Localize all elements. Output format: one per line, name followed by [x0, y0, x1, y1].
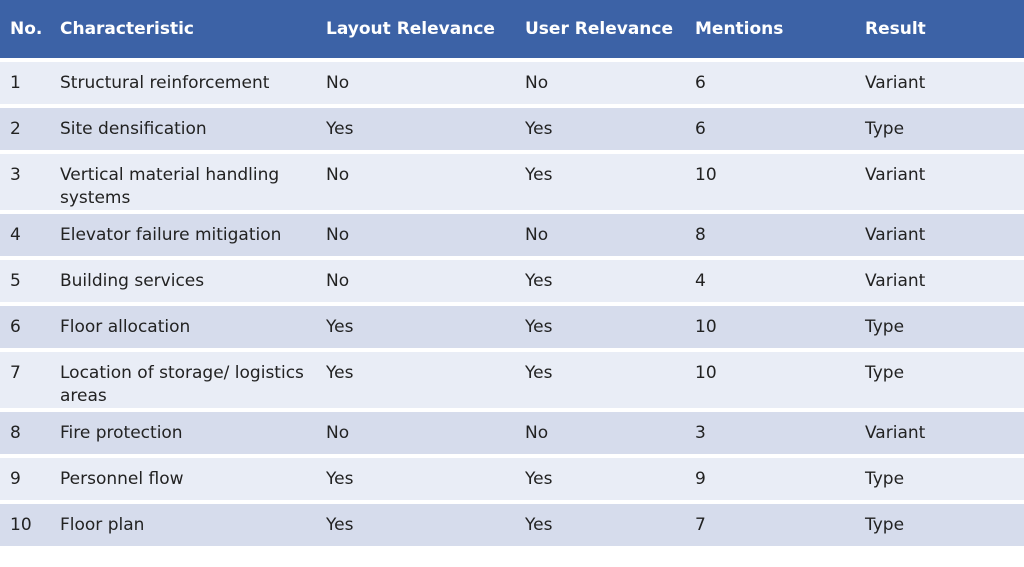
header-cell: Mentions — [695, 19, 784, 39]
table-row: 7 Location of storage/ logistics areas Yes… — [0, 352, 1024, 408]
table-cell: 10 — [10, 515, 32, 535]
table-row: 1 Structural reinforcement No No 6 Variant — [0, 62, 1024, 104]
table-cell: No — [326, 73, 350, 93]
table-cell: Location of storage/ logistics areas — [60, 363, 304, 406]
header-cell: Layout Relevance — [326, 19, 495, 39]
table-cell: Floor plan — [60, 515, 145, 535]
table-cell: 6 — [695, 119, 706, 139]
table-cell: Yes — [525, 363, 553, 383]
table-cell: 8 — [10, 423, 21, 443]
table-row: 9 Personnel flow Yes Yes 9 Type — [0, 458, 1024, 500]
table-cell: 2 — [10, 119, 21, 139]
table-cell: Yes — [326, 119, 354, 139]
table-cell: 4 — [10, 225, 21, 245]
table-cell: 9 — [10, 469, 21, 489]
table-cell: Variant — [865, 423, 926, 443]
header-cell: No. — [10, 19, 43, 39]
table-cell: Type — [865, 317, 905, 337]
table-row: 4 Elevator failure mitigation No No 8 Variant — [0, 214, 1024, 256]
header-cell: Characteristic — [60, 19, 194, 39]
table-cell: No — [326, 271, 350, 291]
table-cell: Variant — [865, 271, 926, 291]
table-row: 5 Building services No Yes 4 Variant — [0, 260, 1024, 302]
table-cell: Site densification — [60, 119, 207, 139]
table-row: 8 Fire protection No No 3 Variant — [0, 412, 1024, 454]
table-cell: No — [326, 165, 350, 185]
table-cell: Type — [865, 515, 905, 535]
header-cell: Result — [865, 19, 926, 39]
table-cell: Type — [865, 363, 905, 383]
table-cell: Yes — [525, 165, 553, 185]
table-cell: Yes — [525, 119, 553, 139]
table-cell: 3 — [695, 423, 706, 443]
table-cell: No — [525, 423, 549, 443]
table-cell: 6 — [10, 317, 21, 337]
table-cell: Variant — [865, 73, 926, 93]
table-cell: Elevator failure mitigation — [60, 225, 282, 245]
header-row: No. Characteristic Layout Relevance User Re… — [0, 0, 1024, 58]
table-cell: Yes — [525, 469, 553, 489]
table-cell: No — [326, 225, 350, 245]
table-cell: Type — [865, 469, 905, 489]
table-cell: 8 — [695, 225, 706, 245]
table-cell: Yes — [525, 271, 553, 291]
table-row: 3 Vertical material handling systems No Yes… — [0, 154, 1024, 210]
table-row: 10 Floor plan Yes Yes 7 Type — [0, 504, 1024, 546]
table-cell: 7 — [10, 363, 21, 383]
table-cell: Yes — [326, 515, 354, 535]
table-cell: 1 — [10, 73, 21, 93]
table-row: 6 Floor allocation Yes Yes 10 Type — [0, 306, 1024, 348]
table-cell: Vertical material handling systems — [60, 165, 280, 208]
table-cell: Yes — [326, 317, 354, 337]
table-cell: Type — [865, 119, 905, 139]
table-cell: Yes — [525, 317, 553, 337]
table-cell: No — [525, 225, 549, 245]
table-cell: Personnel flow — [60, 469, 184, 489]
table-cell: 10 — [695, 165, 717, 185]
table-cell: Floor allocation — [60, 317, 191, 337]
table-cell: Variant — [865, 165, 926, 185]
table-cell: 3 — [10, 165, 21, 185]
table-cell: Variant — [865, 225, 926, 245]
table-cell: 6 — [695, 73, 706, 93]
table-cell: Structural reinforcement — [60, 73, 270, 93]
table-cell: No — [326, 423, 350, 443]
table-cell: Yes — [326, 363, 354, 383]
table-cell: Fire protection — [60, 423, 183, 443]
table-cell: Building services — [60, 271, 205, 291]
table-cell: 4 — [695, 271, 706, 291]
table-cell: 7 — [695, 515, 706, 535]
table-cell: 5 — [10, 271, 21, 291]
table: No. Characteristic Layout Relevance User Re… — [0, 0, 1024, 546]
table-cell: No — [525, 73, 549, 93]
table-cell: 10 — [695, 363, 717, 383]
header-cell: User Relevance — [525, 19, 673, 39]
table-cell: Yes — [326, 469, 354, 489]
table-row: 2 Site densification Yes Yes 6 Type — [0, 108, 1024, 150]
table-cell: Yes — [525, 515, 553, 535]
table-cell: 10 — [695, 317, 717, 337]
table-cell: 9 — [695, 469, 706, 489]
